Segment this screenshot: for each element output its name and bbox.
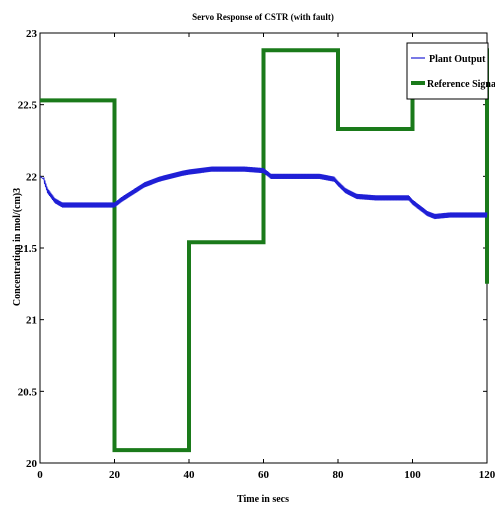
- y-tick-label: 23: [26, 28, 38, 40]
- y-tick-label: 21: [26, 315, 37, 327]
- chart-title: Servo Response of CSTR (with fault): [192, 12, 334, 22]
- y-tick-label: 22: [26, 171, 38, 183]
- x-tick-label: 100: [404, 469, 421, 481]
- x-tick-label: 80: [333, 469, 345, 481]
- x-tick-label: 0: [37, 469, 43, 481]
- y-tick-label: 22.5: [18, 100, 38, 112]
- legend-box: [406, 42, 489, 100]
- series-layer: [39, 48, 489, 453]
- legend-label-plant-output: Plant Output: [429, 54, 486, 65]
- y-tick-label: 20.5: [18, 386, 38, 398]
- x-tick-label: 20: [109, 469, 121, 481]
- y-axis-label: Concentration in mol/(cm)3: [12, 188, 23, 306]
- series-plant-output: [39, 166, 488, 220]
- series-reference-signal: [40, 48, 489, 453]
- x-tick-label: 40: [184, 469, 196, 481]
- x-axis-label: Time in secs: [237, 494, 289, 505]
- y-tick-label: 21.5: [18, 243, 38, 255]
- x-tick-label: 120: [479, 469, 495, 481]
- legend-label-reference-signal: Reference Signal: [427, 79, 495, 90]
- y-tick-label: 20: [26, 458, 38, 470]
- x-tick-label: 60: [258, 469, 270, 481]
- legend: Plant Output Reference Signal: [406, 42, 495, 100]
